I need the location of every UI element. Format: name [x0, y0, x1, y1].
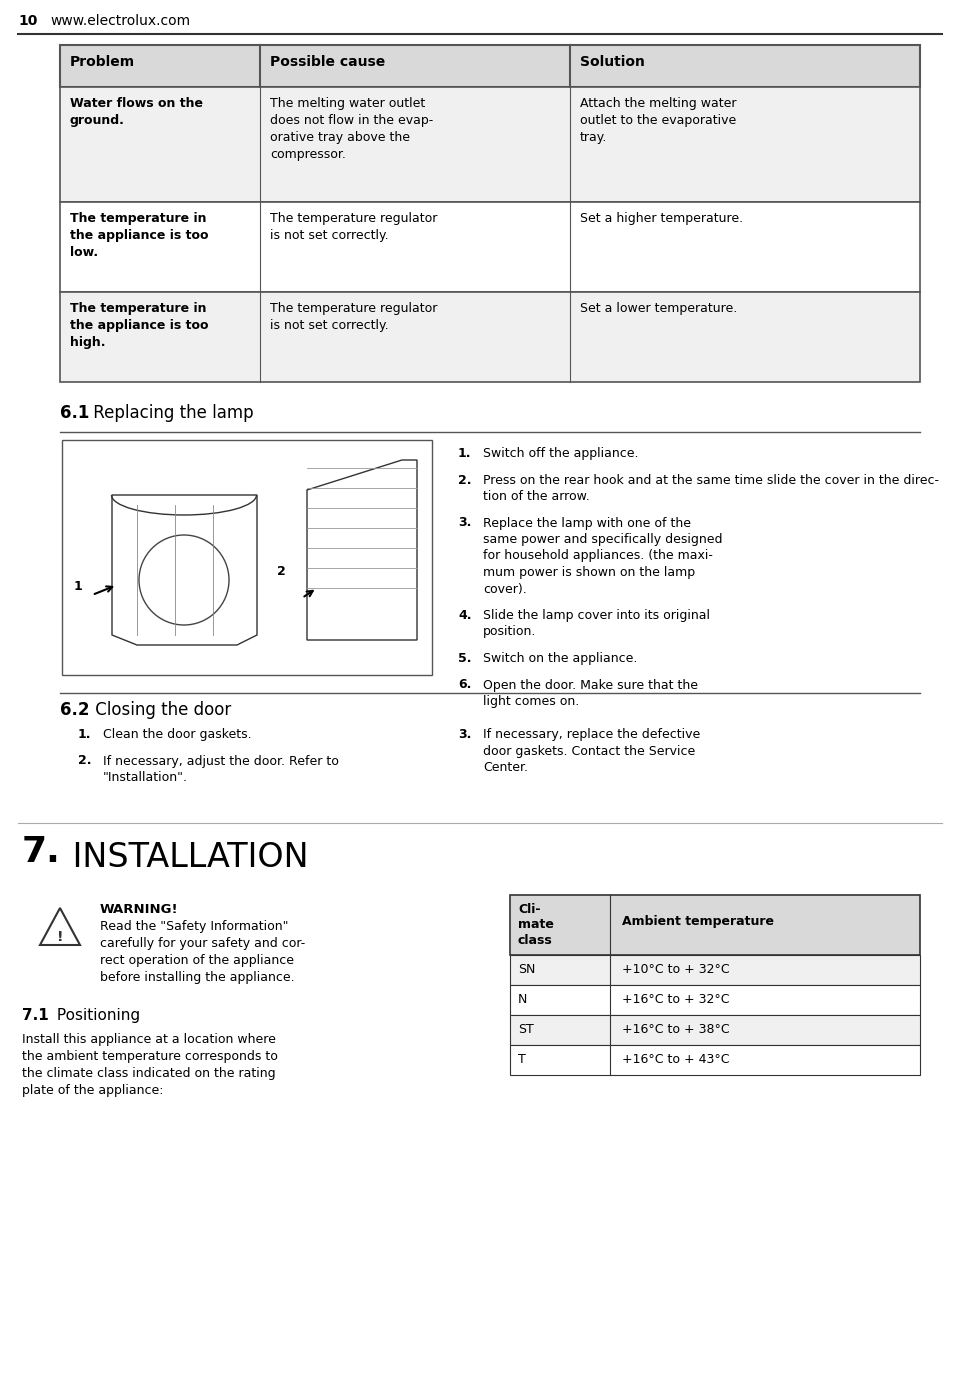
Text: 6.: 6. — [458, 679, 471, 692]
Text: Set a higher temperature.: Set a higher temperature. — [580, 211, 743, 225]
Text: +16°C to + 32°C: +16°C to + 32°C — [622, 993, 730, 1007]
Text: 7.1: 7.1 — [22, 1008, 49, 1023]
Text: Water flows on the
ground.: Water flows on the ground. — [70, 97, 203, 127]
Text: Closing the door: Closing the door — [90, 701, 231, 720]
Bar — [510, 955, 920, 986]
Text: !: ! — [57, 930, 63, 944]
Text: +10°C to + 32°C: +10°C to + 32°C — [622, 963, 730, 976]
Text: ST: ST — [518, 1023, 534, 1036]
Bar — [510, 986, 920, 1015]
Text: Replace the lamp with one of the
same power and specifically designed
for househ: Replace the lamp with one of the same po… — [483, 517, 723, 595]
Text: 7.: 7. — [22, 834, 60, 869]
Bar — [60, 87, 920, 202]
Text: 1.: 1. — [458, 447, 471, 461]
Text: Open the door. Make sure that the
light comes on.: Open the door. Make sure that the light … — [483, 679, 698, 708]
Text: 1: 1 — [74, 580, 83, 594]
Text: The temperature regulator
is not set correctly.: The temperature regulator is not set cor… — [270, 211, 438, 242]
Text: Clean the door gaskets.: Clean the door gaskets. — [103, 728, 252, 741]
Text: www.electrolux.com: www.electrolux.com — [50, 14, 190, 28]
Text: Install this appliance at a location where
the ambient temperature corresponds t: Install this appliance at a location whe… — [22, 1033, 277, 1098]
Text: INSTALLATION: INSTALLATION — [62, 841, 308, 874]
Text: If necessary, adjust the door. Refer to
"Installation".: If necessary, adjust the door. Refer to … — [103, 755, 339, 784]
Text: 4.: 4. — [458, 609, 471, 622]
Text: N: N — [518, 993, 527, 1007]
Bar — [60, 293, 920, 382]
Text: Slide the lamp cover into its original
position.: Slide the lamp cover into its original p… — [483, 609, 710, 638]
Text: 6.1: 6.1 — [60, 405, 89, 421]
Text: 5.: 5. — [458, 652, 471, 665]
Text: Cli-
mate
class: Cli- mate class — [518, 903, 554, 946]
Text: Switch off the appliance.: Switch off the appliance. — [483, 447, 638, 461]
Text: Switch on the appliance.: Switch on the appliance. — [483, 652, 637, 665]
Text: T: T — [518, 1053, 526, 1065]
Text: SN: SN — [518, 963, 536, 976]
Text: The temperature regulator
is not set correctly.: The temperature regulator is not set cor… — [270, 302, 438, 332]
Text: Ambient temperature: Ambient temperature — [622, 916, 774, 928]
Text: Attach the melting water
outlet to the evaporative
tray.: Attach the melting water outlet to the e… — [580, 97, 736, 144]
Text: +16°C to + 43°C: +16°C to + 43°C — [622, 1053, 730, 1065]
Text: If necessary, replace the defective
door gaskets. Contact the Service
Center.: If necessary, replace the defective door… — [483, 728, 700, 774]
Text: The melting water outlet
does not flow in the evap-
orative tray above the
compr: The melting water outlet does not flow i… — [270, 97, 433, 161]
Text: Possible cause: Possible cause — [270, 55, 385, 69]
Text: 6.2: 6.2 — [60, 701, 89, 720]
Text: 10: 10 — [18, 14, 37, 28]
Bar — [60, 45, 920, 87]
Bar — [510, 1044, 920, 1075]
Text: Solution: Solution — [580, 55, 645, 69]
Bar — [62, 440, 432, 675]
Text: The temperature in
the appliance is too
high.: The temperature in the appliance is too … — [70, 302, 208, 349]
Text: The temperature in
the appliance is too
low.: The temperature in the appliance is too … — [70, 211, 208, 259]
Text: 2.: 2. — [78, 755, 91, 767]
Bar — [60, 202, 920, 293]
Text: 1.: 1. — [78, 728, 91, 741]
Text: 3.: 3. — [458, 728, 471, 741]
Text: 2.: 2. — [458, 473, 471, 487]
Text: Read the "Safety Information"
carefully for your safety and cor-
rect operation : Read the "Safety Information" carefully … — [100, 920, 305, 984]
Text: Set a lower temperature.: Set a lower temperature. — [580, 302, 737, 315]
Text: Problem: Problem — [70, 55, 135, 69]
Text: +16°C to + 38°C: +16°C to + 38°C — [622, 1023, 730, 1036]
Text: Press on the rear hook and at the same time slide the cover in the direc-
tion o: Press on the rear hook and at the same t… — [483, 473, 939, 503]
Bar — [510, 1015, 920, 1044]
Text: Replacing the lamp: Replacing the lamp — [88, 405, 253, 421]
Text: Positioning: Positioning — [52, 1008, 140, 1023]
Bar — [510, 895, 920, 955]
Text: 3.: 3. — [458, 517, 471, 529]
Text: 2: 2 — [277, 566, 286, 578]
Text: WARNING!: WARNING! — [100, 903, 179, 916]
